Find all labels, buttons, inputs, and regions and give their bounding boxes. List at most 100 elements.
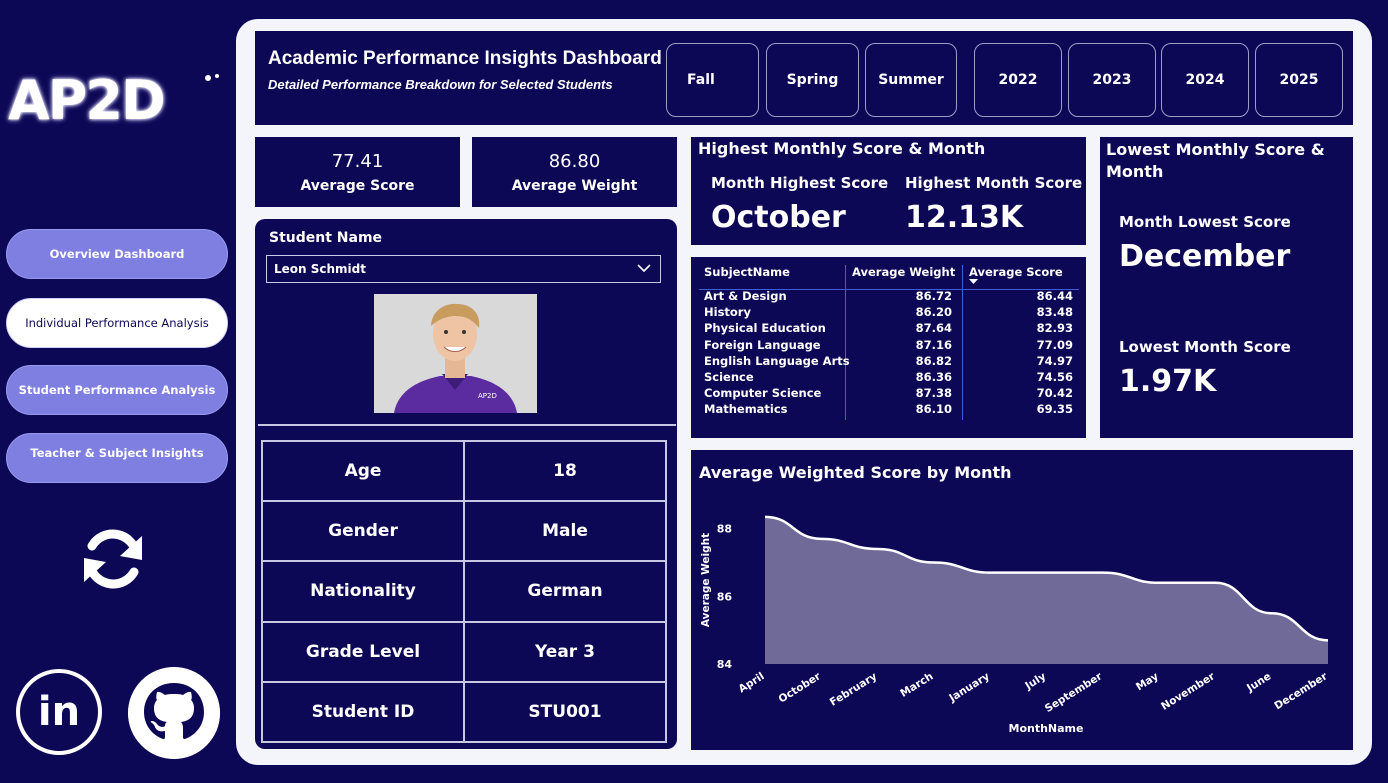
x-tick-label: January: [946, 670, 992, 705]
x-tick-label: March: [898, 670, 935, 699]
average-score-cell: 77.09: [1036, 337, 1073, 352]
x-tick-label: October: [777, 670, 824, 706]
average-score-card: 77.41 Average Score: [255, 137, 460, 207]
logo-dots-icon: [205, 74, 219, 81]
logo: AP2D: [8, 70, 223, 132]
subject-name-cell: Art & Design: [704, 289, 787, 303]
logo-text: AP2D: [8, 69, 166, 132]
student-info-table: Age 18 Gender Male Nationality German Gr…: [261, 439, 667, 744]
y-axis-label: Average Weight: [700, 533, 712, 627]
field-value: 18: [463, 439, 667, 503]
year-2025-button[interactable]: 2025: [1255, 43, 1343, 117]
lowest-score-label: Lowest Month Score: [1119, 338, 1291, 356]
column-header-score[interactable]: Average Score: [969, 265, 1063, 279]
semester-spring-button[interactable]: Spring: [766, 43, 859, 117]
average-weight-cell: 86.10: [915, 402, 952, 417]
field-label: Age: [261, 439, 465, 503]
year-2023-button[interactable]: 2023: [1068, 43, 1156, 117]
x-tick-label: December: [1272, 670, 1330, 712]
x-tick-label: February: [828, 670, 880, 708]
semester-fall-button[interactable]: Fall: [666, 43, 759, 117]
linkedin-icon[interactable]: in: [16, 669, 102, 755]
highest-card-title: Highest Monthly Score & Month: [698, 139, 986, 158]
table-row[interactable]: Mathematics 86.10 69.35: [699, 402, 1079, 418]
table-row[interactable]: Art & Design 86.72 86.44: [699, 289, 1079, 305]
subject-name-cell: History: [704, 305, 751, 320]
nav-student-performance-analysis[interactable]: Student Performance Analysis: [6, 365, 228, 415]
lowest-score-value: 1.97K: [1119, 364, 1217, 399]
field-label: Gender: [261, 500, 465, 563]
x-tick-label: June: [1244, 670, 1273, 694]
month-lowest-value: December: [1119, 239, 1291, 274]
area-chart: 84 86 88 April October February March January Ju…: [700, 515, 1330, 735]
nav-teacher-subject-insights[interactable]: Teacher & Subject Insights: [6, 433, 228, 483]
average-score-cell: 70.42: [1036, 386, 1073, 401]
table-row[interactable]: Physical Education 87.64 82.93: [699, 321, 1079, 337]
average-score-cell: 86.44: [1036, 289, 1073, 303]
page-subtitle: Detailed Performance Breakdown for Selec…: [268, 77, 613, 92]
table-row[interactable]: Foreign Language 87.16 77.09: [699, 338, 1079, 354]
year-2022-button[interactable]: 2022: [974, 43, 1062, 117]
x-tick-label: September: [1043, 670, 1105, 715]
average-weight-label: Average Weight: [511, 178, 638, 194]
chevron-down-icon: [637, 264, 651, 273]
field-value: STU001: [463, 680, 667, 744]
x-tick-label: May: [1134, 670, 1161, 693]
table-row[interactable]: English Language Arts 86.82 74.97: [699, 354, 1079, 370]
table-row[interactable]: Computer Science 87.38 70.42: [699, 386, 1079, 402]
average-score-cell: 74.56: [1036, 369, 1073, 384]
highest-score-label: Highest Month Score: [905, 174, 1083, 192]
y-tick-label: 84: [717, 658, 733, 671]
average-score-cell: 69.35: [1036, 402, 1073, 417]
subject-table-card: [691, 257, 1086, 438]
student-photo: AP2D: [374, 294, 537, 413]
column-header-subject[interactable]: SubjectName: [704, 265, 790, 279]
field-label: Nationality: [261, 560, 465, 623]
average-weight-value: 86.80: [548, 151, 601, 172]
student-name-label: Student Name: [269, 230, 383, 246]
average-weight-card: 86.80 Average Weight: [472, 137, 677, 207]
refresh-icon[interactable]: [76, 522, 150, 596]
average-weight-cell: 87.38: [915, 386, 952, 401]
svg-text:AP2D: AP2D: [478, 392, 497, 400]
y-tick-label: 86: [717, 590, 733, 603]
student-name-dropdown[interactable]: Leon Schmidt: [266, 255, 661, 283]
average-weight-cell: 86.82: [915, 353, 952, 368]
subject-name-cell: Mathematics: [704, 402, 788, 417]
subject-name-cell: English Language Arts: [704, 353, 850, 368]
year-2024-button[interactable]: 2024: [1161, 43, 1249, 117]
chart-title: Average Weighted Score by Month: [699, 463, 1012, 482]
column-divider: [962, 265, 963, 420]
lowest-card-title: Lowest Monthly Score & Month: [1106, 140, 1325, 181]
area-fill: [765, 516, 1328, 664]
header-rule: [699, 289, 1079, 290]
highest-monthly-card: [691, 137, 1086, 245]
table-row: Nationality German: [261, 560, 667, 623]
table-row: Gender Male: [261, 500, 667, 563]
table-header-row: SubjectName Average Weight Average Score: [699, 265, 1079, 289]
column-divider: [845, 265, 846, 420]
average-weight-cell: 86.20: [915, 305, 952, 320]
semester-summer-button[interactable]: Summer: [865, 43, 957, 117]
column-header-weight[interactable]: Average Weight: [852, 265, 956, 279]
nav-individual-performance-analysis[interactable]: Individual Performance Analysis: [6, 298, 228, 348]
average-score-cell: 82.93: [1036, 321, 1073, 336]
table-row[interactable]: History 86.20 83.48: [699, 305, 1079, 321]
subject-name-cell: Physical Education: [704, 321, 826, 336]
average-score-value: 77.41: [331, 151, 384, 172]
average-weight-cell: 87.16: [915, 337, 952, 352]
linkedin-text: in: [37, 689, 81, 735]
student-name-selected: Leon Schmidt: [274, 262, 366, 276]
subject-table: SubjectName Average Weight Average Score…: [699, 265, 1079, 419]
average-weight-cell: 87.64: [915, 321, 952, 336]
sort-desc-icon: [969, 279, 978, 284]
table-row[interactable]: Science 86.36 74.56: [699, 370, 1079, 386]
average-weight-cell: 86.36: [915, 369, 952, 384]
page-title: Academic Performance Insights Dashboard: [268, 48, 662, 69]
field-label: Grade Level: [261, 620, 465, 683]
y-tick-label: 88: [717, 523, 732, 536]
field-value: Year 3: [463, 620, 667, 683]
nav-overview-dashboard[interactable]: Overview Dashboard: [6, 229, 228, 279]
github-icon[interactable]: [128, 667, 220, 759]
month-lowest-label: Month Lowest Score: [1119, 213, 1291, 231]
